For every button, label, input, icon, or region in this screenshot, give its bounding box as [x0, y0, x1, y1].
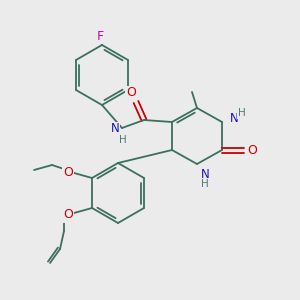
Text: O: O: [63, 208, 73, 221]
Text: H: H: [119, 135, 127, 145]
Text: F: F: [96, 29, 103, 43]
Text: H: H: [201, 179, 209, 189]
Text: O: O: [63, 166, 73, 178]
Text: N: N: [230, 112, 238, 125]
Text: O: O: [247, 143, 257, 157]
Text: N: N: [201, 167, 209, 181]
Text: N: N: [111, 122, 119, 136]
Text: O: O: [126, 86, 136, 100]
Text: H: H: [238, 108, 246, 118]
